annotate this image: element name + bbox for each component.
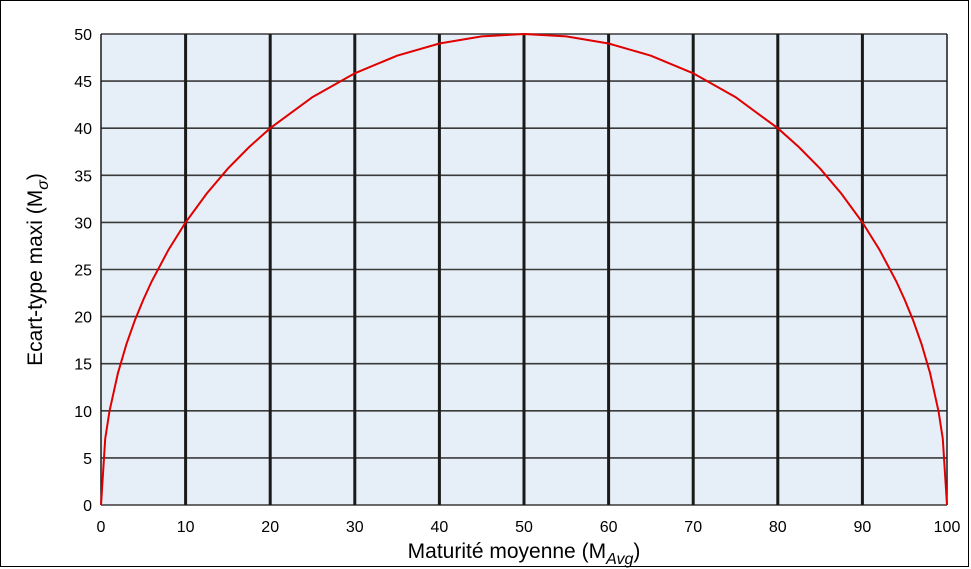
y-tick-label: 40 bbox=[74, 121, 92, 138]
vertical-gridlines bbox=[100, 34, 948, 505]
x-tick-label: 80 bbox=[769, 519, 787, 536]
x-tick-label: 0 bbox=[97, 519, 106, 536]
x-tick-label: 10 bbox=[177, 519, 195, 536]
x-axis-title-close: ) bbox=[633, 540, 640, 563]
y-tick-label: 35 bbox=[74, 168, 92, 185]
x-tick-label: 40 bbox=[431, 519, 449, 536]
x-tick-label: 30 bbox=[346, 519, 364, 536]
y-tick-label: 15 bbox=[74, 357, 92, 374]
x-axis-title: Maturité moyenne (MAvg) bbox=[408, 540, 641, 568]
x-axis-title-main: Maturité moyenne (M bbox=[408, 540, 606, 563]
y-tick-label: 30 bbox=[74, 215, 92, 232]
y-axis-title-subscript: σ bbox=[35, 179, 52, 190]
x-tick-labels: 0 10 20 30 40 50 60 70 80 90 100 bbox=[97, 519, 961, 536]
x-tick-label: 90 bbox=[854, 519, 872, 536]
y-tick-label: 5 bbox=[83, 451, 92, 468]
y-tick-label: 20 bbox=[74, 310, 92, 327]
y-axis-title-close: ) bbox=[24, 173, 47, 180]
x-tick-label: 20 bbox=[261, 519, 279, 536]
x-tick-label: 100 bbox=[934, 519, 961, 536]
y-axis-title: Ecart-type maxi (Mσ) bbox=[24, 173, 52, 366]
series-line bbox=[100, 32, 948, 506]
y-tick-label: 0 bbox=[83, 498, 92, 515]
x-axis-title-subscript: Avg bbox=[605, 551, 633, 568]
y-tick-label: 10 bbox=[74, 404, 92, 421]
y-tick-label: 25 bbox=[74, 263, 92, 280]
y-tick-label: 45 bbox=[74, 74, 92, 91]
x-tick-label: 60 bbox=[600, 519, 618, 536]
y-axis-title-main: Ecart-type maxi (M bbox=[24, 190, 47, 366]
x-tick-label: 50 bbox=[515, 519, 533, 536]
x-tick-label: 70 bbox=[684, 519, 702, 536]
y-tick-label: 50 bbox=[74, 27, 92, 44]
y-tick-labels: 0 5 10 15 20 25 30 35 40 45 50 bbox=[74, 27, 92, 515]
